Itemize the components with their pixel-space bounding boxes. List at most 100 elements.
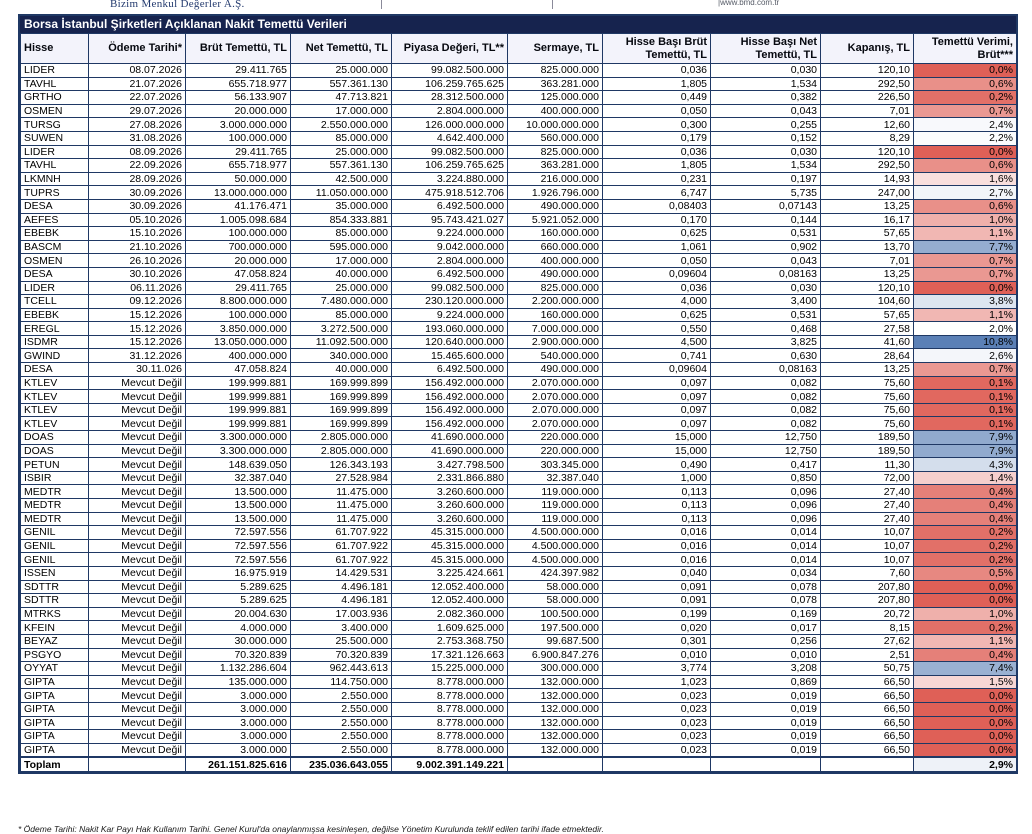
net-dividend-cell: 2.550.000 xyxy=(290,688,392,703)
close-price-cell: 189,50 xyxy=(820,443,914,459)
gross-dividend-cell: 400.000.000 xyxy=(185,348,291,364)
net-dividend-cell: 3.400.000 xyxy=(290,620,392,635)
table-row: EBEBK 15.12.2026 100.000.000 85.000.000 9.22… xyxy=(20,307,1017,323)
dividend-report: Borsa İstanbul Şirketleri Açıklanan Naki… xyxy=(18,14,1018,775)
capital-cell: 300.000.000 xyxy=(507,661,603,676)
net-dividend-cell: 25.000.000 xyxy=(290,63,392,78)
payment-date-cell: 08.07.2026 xyxy=(88,63,186,78)
net-dps-cell: 0,096 xyxy=(710,484,821,499)
yield-cell: 2,6% xyxy=(913,348,1017,364)
net-dps-cell: 0,08163 xyxy=(710,266,821,282)
market-cap-cell: 45.315.000.000 xyxy=(391,538,508,554)
net-dividend-cell: 17.000.000 xyxy=(290,253,392,268)
gross-dps-cell: 6,747 xyxy=(602,185,711,200)
market-cap-cell: 9.224.000.000 xyxy=(391,226,508,241)
gross-dps-cell: 0,741 xyxy=(602,348,711,364)
net-dividend-cell: 61.707.922 xyxy=(290,538,392,554)
yield-cell: 7,4% xyxy=(913,661,1017,676)
market-cap-cell: 156.492.000.000 xyxy=(391,389,508,404)
close-price-cell: 120,10 xyxy=(820,280,914,296)
gross-dividend-cell: 50.000.000 xyxy=(185,171,291,187)
gross-dividend-cell: 5.289.625 xyxy=(185,579,291,595)
gross-dps-cell: 0,199 xyxy=(602,606,711,622)
close-price-cell: 7,01 xyxy=(820,103,914,119)
payment-date-cell: Mevcut Değil xyxy=(88,498,186,513)
net-dps-cell: 0,169 xyxy=(710,606,821,622)
net-dividend-cell: 11.050.000.000 xyxy=(290,185,392,200)
net-dps-cell: 0,07143 xyxy=(710,198,821,214)
yield-cell: 0,6% xyxy=(913,158,1017,173)
dividend-table: Hisse Ödeme Tarihi* Brüt Temettü, TL Net Te… xyxy=(20,33,1017,773)
yield-cell: 1,6% xyxy=(913,171,1017,187)
payment-date-cell: 09.12.2026 xyxy=(88,294,186,309)
gross-dividend-cell: 3.000.000 xyxy=(185,729,291,744)
yield-cell: 0,7% xyxy=(913,266,1017,282)
table-row: TURSG 27.08.2026 3.000.000.000 2.550.000.00… xyxy=(20,117,1017,132)
market-cap-cell: 2.082.360.000 xyxy=(391,606,508,622)
table-row: TCELL 09.12.2026 8.800.000.000 7.480.000.00… xyxy=(20,294,1017,309)
column-header-gross-dividend: Brüt Temettü, TL xyxy=(185,33,291,64)
market-cap-cell: 193.060.000.000 xyxy=(391,321,508,336)
capital-cell: 1.926.796.000 xyxy=(507,185,603,200)
yield-cell: 1,1% xyxy=(913,633,1017,649)
table-row: KTLEV Mevcut Değil 199.999.881 169.999.899 1… xyxy=(20,375,1017,391)
gross-dps-cell: 0,036 xyxy=(602,144,711,160)
net-dividend-cell: 2.550.000 xyxy=(290,701,392,717)
net-dividend-cell: 2.805.000.000 xyxy=(290,443,392,459)
market-cap-cell: 3.224.880.000 xyxy=(391,171,508,187)
gross-dividend-cell: 700.000.000 xyxy=(185,239,291,255)
net-dps-cell: 0,078 xyxy=(710,579,821,595)
payment-date-cell: Mevcut Değil xyxy=(88,620,186,635)
close-price-cell: 10,07 xyxy=(820,525,914,540)
capital-cell: 58.000.000 xyxy=(507,593,603,608)
stock-cell: TURSG xyxy=(20,117,89,132)
gross-dividend-cell: 29.411.765 xyxy=(185,63,291,78)
market-cap-cell: 120.640.000.000 xyxy=(391,334,508,350)
net-dps-cell: 0,082 xyxy=(710,402,821,418)
yield-cell: 0,0% xyxy=(913,144,1017,160)
capital-cell: 490.000.000 xyxy=(507,198,603,214)
gross-dps-cell: 0,097 xyxy=(602,389,711,404)
capital-cell: 125.000.000 xyxy=(507,90,603,105)
payment-date-cell: 22.07.2026 xyxy=(88,90,186,105)
payment-date-cell: 15.10.2026 xyxy=(88,226,186,241)
gross-dps-cell: 0,08403 xyxy=(602,198,711,214)
net-dps-cell: 0,017 xyxy=(710,620,821,635)
letterhead-divider xyxy=(381,0,382,9)
capital-cell: 4.500.000.000 xyxy=(507,552,603,567)
gross-dividend-cell: 20.004.630 xyxy=(185,606,291,622)
payment-date-cell: 22.09.2026 xyxy=(88,158,186,173)
yield-cell: 1,0% xyxy=(913,212,1017,228)
table-row: OYYAT Mevcut Değil 1.132.286.604 962.443.61… xyxy=(20,661,1017,676)
table-row: ISDMR 15.12.2026 13.050.000.000 11.092.500.… xyxy=(20,334,1017,350)
net-dividend-cell: 27.528.984 xyxy=(290,470,392,486)
yield-cell: 0,6% xyxy=(913,198,1017,214)
stock-cell: ISBIR xyxy=(20,470,89,486)
stock-cell: MEDTR xyxy=(20,484,89,499)
gross-dps-cell: 0,097 xyxy=(602,416,711,432)
gross-dividend-cell: 13.500.000 xyxy=(185,511,291,527)
net-dividend-cell: 2.805.000.000 xyxy=(290,430,392,445)
capital-cell: 10.000.000.000 xyxy=(507,117,603,132)
stock-cell: PETUN xyxy=(20,457,89,472)
market-cap-cell: 95.743.421.027 xyxy=(391,212,508,228)
net-dps-cell: 0,255 xyxy=(710,117,821,132)
capital-cell: 220.000.000 xyxy=(507,443,603,459)
payment-date-cell: 29.07.2026 xyxy=(88,103,186,119)
close-price-cell: 104,60 xyxy=(820,294,914,309)
close-price-cell: 16,17 xyxy=(820,212,914,228)
capital-cell: 2.070.000.000 xyxy=(507,375,603,391)
net-dividend-cell: 11.475.000 xyxy=(290,511,392,527)
market-cap-cell: 2.331.866.880 xyxy=(391,470,508,486)
net-dps-cell: 0,030 xyxy=(710,280,821,296)
stock-cell: BASCM xyxy=(20,239,89,255)
total-label: Toplam xyxy=(20,756,89,773)
payment-date-cell: Mevcut Değil xyxy=(88,484,186,499)
stock-cell: DESA xyxy=(20,266,89,282)
gross-dps-cell: 0,113 xyxy=(602,484,711,499)
net-dps-cell: 0,019 xyxy=(710,688,821,703)
gross-dividend-cell: 20.000.000 xyxy=(185,103,291,119)
close-price-cell: 8,15 xyxy=(820,620,914,635)
close-price-cell: 20,72 xyxy=(820,606,914,622)
stock-cell: OSMEN xyxy=(20,253,89,268)
